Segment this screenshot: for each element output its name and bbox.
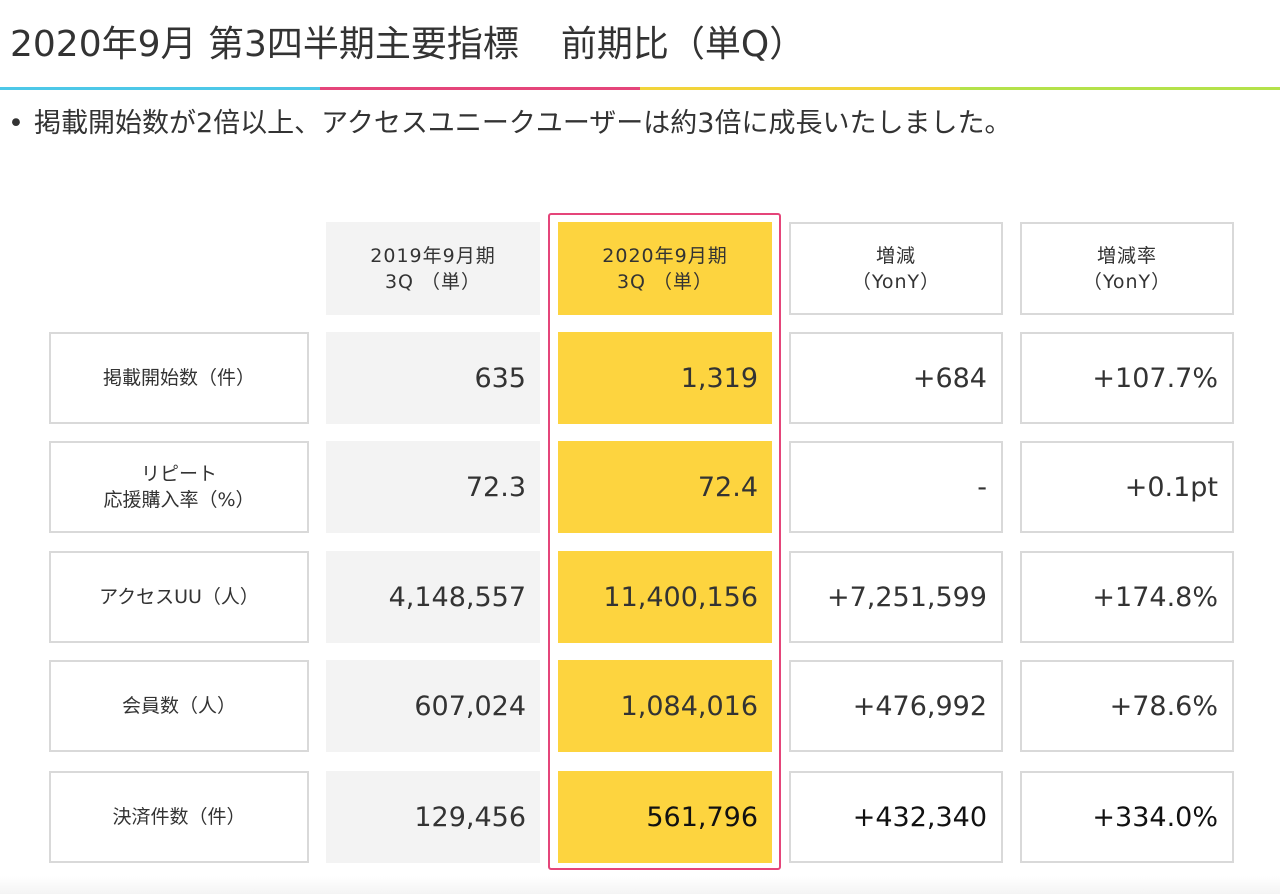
accent-rule-pink: [320, 87, 640, 90]
title-main: 2020年9月 第3四半期主要指標: [10, 24, 519, 65]
cell-prev-members: 607,024: [326, 660, 540, 752]
cell-diff-members: +476,992: [789, 660, 1003, 752]
cell-prev-listings: 635: [326, 332, 540, 424]
cell-curr-payments: 561,796: [558, 771, 772, 863]
summary-bullet: • 掲載開始数が2倍以上、アクセスユニークユーザーは約3倍に成長いたしました。: [8, 104, 1011, 144]
bottom-shade: [0, 876, 1280, 894]
cell-curr-members: 1,084,016: [558, 660, 772, 752]
cell-curr-repeat-rate: 72.4: [558, 441, 772, 533]
row-label-access-uu: アクセスUU（人）: [49, 551, 309, 643]
cell-curr-access-uu: 11,400,156: [558, 551, 772, 643]
header-rate: 増減率 （YonY）: [1020, 222, 1234, 315]
cell-curr-listings: 1,319: [558, 332, 772, 424]
bullet-dot: •: [8, 108, 24, 139]
cell-prev-access-uu: 4,148,557: [326, 551, 540, 643]
cell-diff-repeat-rate: -: [789, 441, 1003, 533]
summary-text: 掲載開始数が2倍以上、アクセスユニークユーザーは約3倍に成長いたしました。: [34, 108, 1012, 139]
row-label-repeat-rate: リピート 応援購入率（%）: [49, 441, 309, 533]
header-diff: 増減 （YonY）: [789, 222, 1003, 315]
accent-rule-cyan: [0, 87, 320, 90]
header-curr-period: 2020年9月期 3Q （単）: [558, 222, 772, 315]
page-title: 2020年9月 第3四半期主要指標 前期比（単Q）: [10, 20, 805, 70]
accent-rule-yellow: [640, 87, 960, 90]
cell-rate-listings: +107.7%: [1020, 332, 1234, 424]
header-prev-period: 2019年9月期 3Q （単）: [326, 222, 540, 315]
cell-prev-payments: 129,456: [326, 771, 540, 863]
row-label-members: 会員数（人）: [49, 660, 309, 752]
cell-diff-payments: +432,340: [789, 771, 1003, 863]
cell-rate-members: +78.6%: [1020, 660, 1234, 752]
row-label-payments: 決済件数（件）: [49, 771, 309, 863]
current-period-highlight-frame: [548, 213, 781, 870]
accent-rule-green: [960, 87, 1280, 90]
cell-diff-listings: +684: [789, 332, 1003, 424]
cell-prev-repeat-rate: 72.3: [326, 441, 540, 533]
cell-rate-access-uu: +174.8%: [1020, 551, 1234, 643]
cell-rate-repeat-rate: +0.1pt: [1020, 441, 1234, 533]
title-sub: 前期比（単Q）: [560, 24, 806, 65]
cell-rate-payments: +334.0%: [1020, 771, 1234, 863]
row-label-listings: 掲載開始数（件）: [49, 332, 309, 424]
cell-diff-access-uu: +7,251,599: [789, 551, 1003, 643]
